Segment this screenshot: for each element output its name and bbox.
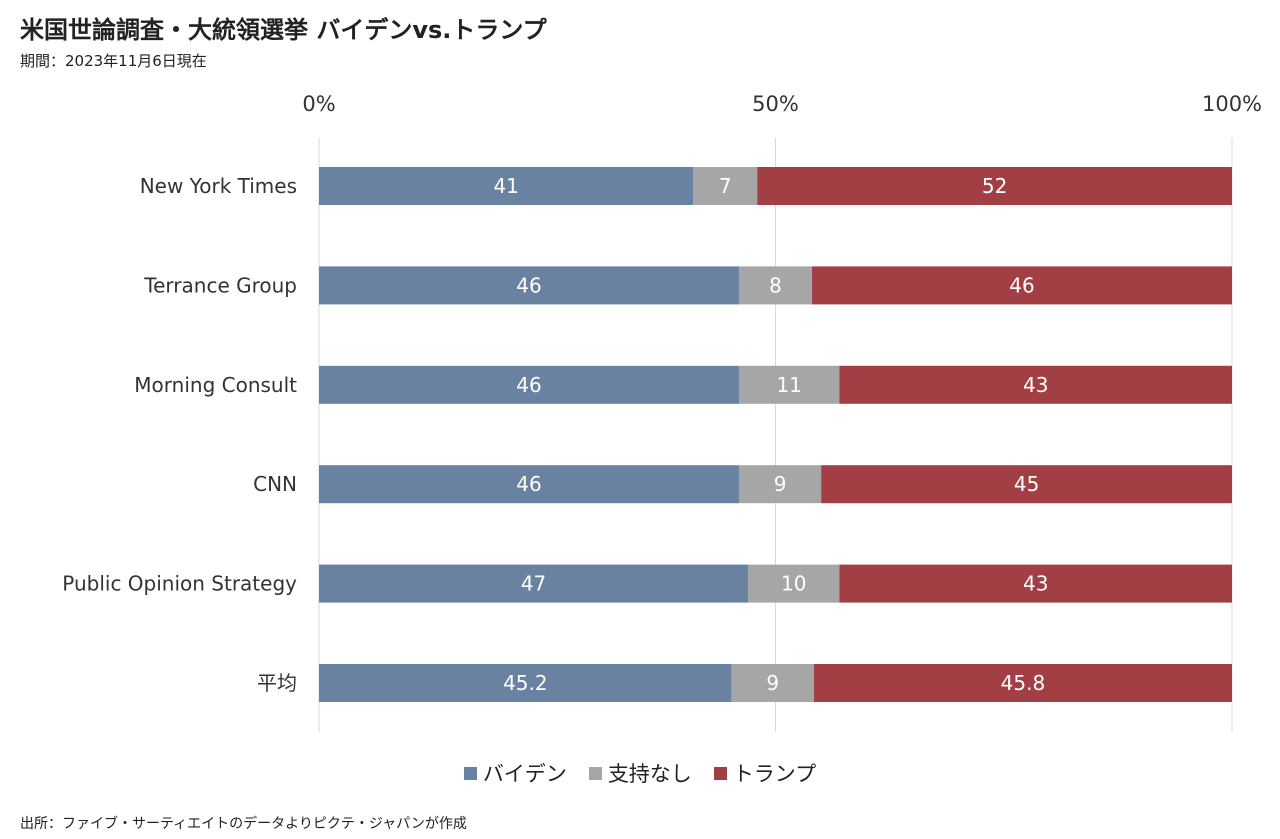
legend-item: トランプ: [713, 758, 817, 788]
bar-row: 41 7 52: [319, 167, 1232, 205]
x-tick-label: 0%: [302, 92, 335, 116]
data-label: 8: [769, 273, 782, 297]
x-axis-ticks: 0% 50% 100%: [302, 92, 1262, 116]
bar-segment: [731, 664, 814, 702]
data-label: 46: [516, 472, 541, 496]
legend-label: トランプ: [732, 762, 817, 786]
bar-segment: [693, 167, 758, 205]
data-label: 45.8: [1001, 671, 1046, 695]
data-label: 43: [1023, 373, 1048, 397]
bar-segment: [738, 465, 822, 504]
bar-segment: [813, 664, 1232, 702]
bars: 41 7 52 46 8 46 46 11 43 46 9 45 47 10 43 45.2 9 45.8: [319, 167, 1232, 702]
gridlines: [318, 138, 1233, 732]
legend-label: バイデン: [482, 762, 567, 786]
data-label: 9: [766, 671, 779, 695]
bar-segment: [748, 564, 840, 603]
category-label: Public Opinion Strategy: [62, 572, 297, 596]
bar-row: 45.2 9 45.8: [319, 664, 1232, 702]
bar-segment: [319, 564, 749, 603]
bar-segment: [738, 365, 840, 404]
data-label: 46: [516, 273, 541, 297]
data-label: 43: [1023, 572, 1048, 596]
bar-segment: [319, 167, 694, 205]
category-label: 平均: [257, 671, 297, 695]
bar-row: 47 10 43: [319, 564, 1232, 603]
legend-item: バイデン: [463, 758, 567, 788]
chart-title: 米国世論調査・大統領選挙 バイデンvs.トランプ: [20, 16, 547, 44]
bar-segment: [319, 266, 739, 305]
category-label: Morning Consult: [134, 373, 297, 397]
chart-subtitle: 期間：2023年11月6日現在: [20, 52, 207, 70]
bar-segment: [319, 365, 739, 404]
category-labels: New York Times Terrance Group Morning Cons…: [62, 174, 297, 695]
legend-swatch: [588, 766, 602, 780]
data-label: 47: [521, 572, 546, 596]
data-label: 10: [781, 572, 806, 596]
data-label: 45: [1014, 472, 1039, 496]
bar-segment: [757, 167, 1232, 205]
bar-row: 46 8 46: [319, 266, 1232, 305]
legend-swatch: [713, 766, 727, 780]
source-note: 出所：ファイブ・サーティエイトのデータよりピクテ・ジャパンが作成: [20, 816, 467, 832]
data-label: 11: [776, 373, 801, 397]
chart-plot: 0% 50% 100% 41 7 52 46 8 46 46 11 43 46 9 45 47 10 43 45.…: [62, 92, 1262, 732]
bar-segment: [812, 266, 1232, 305]
legend: バイデン 支持なし トランプ: [0, 758, 1280, 788]
bar-segment: [738, 266, 813, 305]
category-label: CNN: [253, 472, 297, 496]
bar-segment: [839, 365, 1232, 404]
bar-segment: [839, 564, 1232, 603]
bar-segment: [821, 465, 1232, 504]
data-label: 46: [1009, 273, 1034, 297]
legend-item: 支持なし: [588, 758, 692, 788]
data-label: 41: [493, 174, 518, 198]
bar-row: 46 9 45: [319, 465, 1232, 504]
data-label: 7: [719, 174, 732, 198]
data-label: 46: [516, 373, 541, 397]
bar-row: 46 11 43: [319, 365, 1232, 404]
data-label: 9: [774, 472, 787, 496]
x-tick-label: 50%: [752, 92, 799, 116]
data-label: 45.2: [503, 671, 548, 695]
bar-segment: [319, 664, 732, 702]
category-label: New York Times: [140, 174, 297, 198]
legend-label: 支持なし: [607, 762, 692, 786]
bar-segment: [319, 465, 739, 504]
x-tick-label: 100%: [1202, 92, 1262, 116]
category-label: Terrance Group: [143, 273, 297, 297]
legend-swatch: [463, 766, 477, 780]
data-label: 52: [982, 174, 1007, 198]
